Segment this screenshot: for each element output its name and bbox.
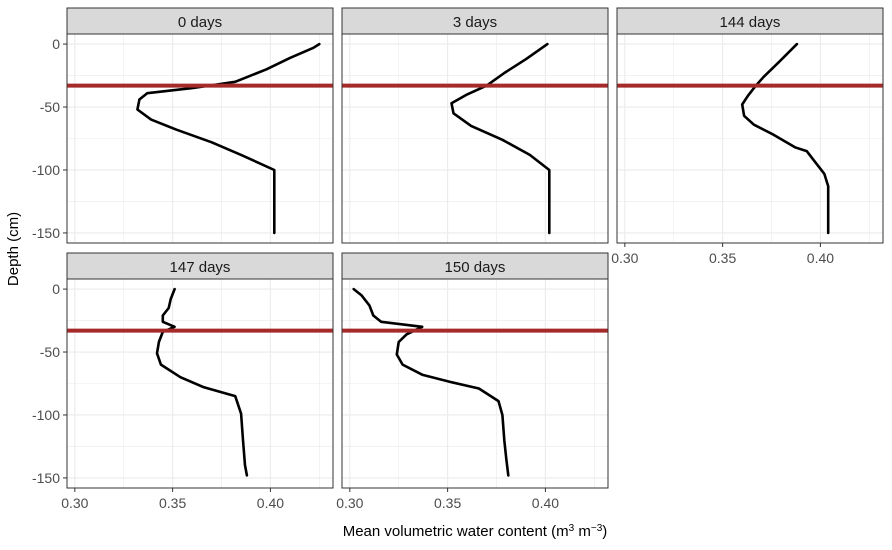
panel-border	[66, 33, 334, 244]
x-tick-label: 0.30	[336, 495, 363, 511]
water-content-line	[136, 42, 321, 235]
x-axis-title: Mean volumetric water content (m3 m−3)	[343, 523, 608, 541]
y-tick-label: -100	[32, 162, 60, 178]
x-axis-title-end: )	[602, 523, 607, 540]
facet-strip	[341, 252, 609, 280]
water-content-line	[155, 287, 249, 477]
facet-strip	[341, 7, 609, 35]
facet-strip	[616, 7, 884, 35]
panel-border	[616, 33, 884, 244]
y-axis-layer: 0 -50 -100 -150 0 -50 -100 -150	[32, 36, 67, 486]
y-tick-label: -150	[32, 470, 60, 486]
x-axis-layer: 0.30 0.35 0.40 0.30 0.35 0.40 0.30 0.35 0.40	[61, 243, 834, 511]
panel-border	[66, 278, 334, 489]
facet-strip	[66, 252, 334, 280]
y-tick-label: 0	[52, 281, 60, 297]
x-axis-title-sup2: −3	[591, 523, 603, 534]
y-tick-label: -50	[40, 344, 60, 360]
x-tick-label: 0.35	[434, 495, 461, 511]
y-axis-title: Depth (cm)	[5, 212, 22, 286]
facet-panel: 3 days	[341, 7, 609, 244]
water-content-line	[450, 42, 551, 235]
facet-panel: 147 days	[66, 252, 334, 489]
facet-strip-label: 3 days	[453, 14, 497, 31]
facet-strip-label: 147 days	[170, 259, 231, 276]
x-tick-label: 0.30	[61, 495, 88, 511]
panel-border	[341, 33, 609, 244]
x-tick-label: 0.35	[159, 495, 186, 511]
facet-strip	[66, 7, 334, 35]
x-tick-label: 0.40	[532, 495, 559, 511]
y-tick-label: -150	[32, 225, 60, 241]
y-tick-label: 0	[52, 36, 60, 52]
x-axis-title-main: Mean volumetric water content (m	[343, 523, 569, 540]
facet-panel: 144 days	[616, 7, 884, 244]
panel-border	[341, 278, 609, 489]
water-content-line	[740, 42, 830, 235]
y-tick-label: -50	[40, 99, 60, 115]
x-axis-title-sup1: 3	[569, 523, 575, 534]
facet-strip-label: 144 days	[720, 14, 781, 31]
x-axis-title-mid: m	[574, 523, 591, 540]
facet-strip-label: 0 days	[178, 14, 222, 31]
facet-strip-label: 150 days	[445, 259, 506, 276]
x-tick-label: 0.30	[611, 250, 638, 266]
panels-layer: 0 days 3 days 144 days 147 days 150 days	[66, 7, 884, 489]
x-tick-label: 0.40	[807, 250, 834, 266]
x-tick-label: 0.40	[257, 495, 284, 511]
x-tick-label: 0.35	[709, 250, 736, 266]
facet-panel: 150 days	[341, 252, 609, 489]
water-content-line	[352, 287, 510, 477]
facet-panel: 0 days	[66, 7, 334, 244]
y-tick-label: -100	[32, 407, 60, 423]
